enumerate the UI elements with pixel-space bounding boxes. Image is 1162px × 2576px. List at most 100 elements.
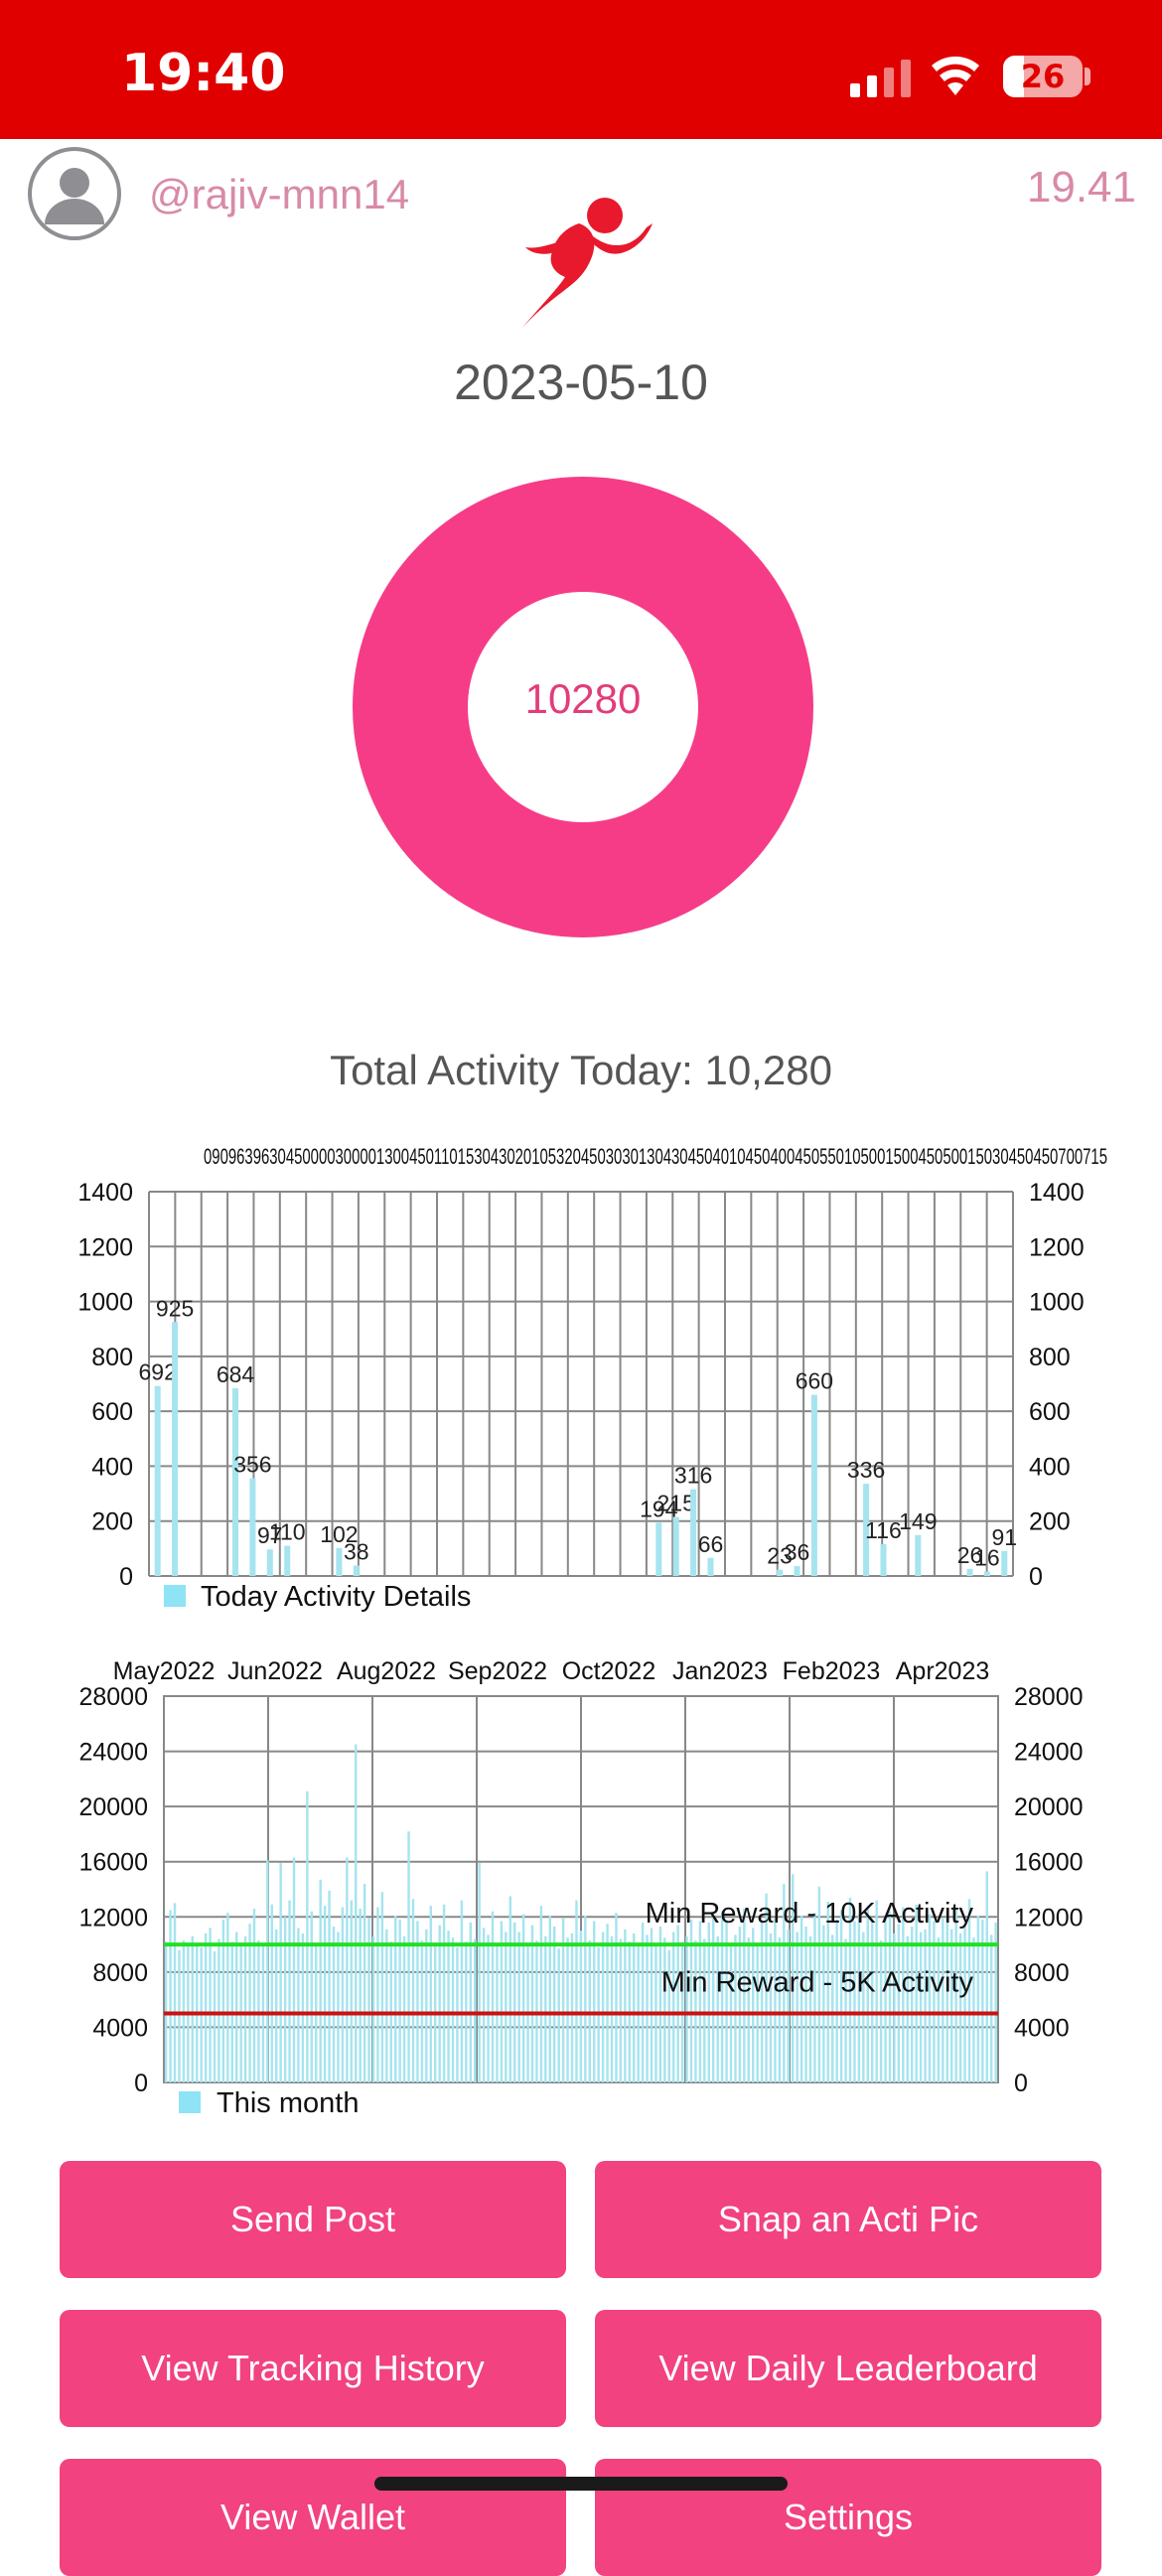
user-avatar-icon[interactable] [28,147,121,240]
month-chart-bar [641,1922,645,2082]
today-chart-bar [983,1571,990,1576]
month-chart-ytick-left: 24000 [78,1739,148,1767]
month-chart-bar [539,1906,543,2082]
month-chart-bar [734,1934,737,2082]
cellular-signal-icon [850,60,911,97]
month-chart-bar [796,1932,799,2082]
today-chart-bar [284,1545,291,1576]
month-chart-ytick-right: 28000 [1014,1683,1084,1711]
month-chart-bar [601,1932,605,2082]
today-chart-ytick-left: 1200 [77,1233,133,1261]
month-chart-bar [337,1932,340,2082]
snap-acti-pic-button[interactable]: Snap an Acti Pic [595,2161,1101,2278]
month-chart-bar [270,1904,273,2082]
month-chart-bar [332,1927,336,2082]
today-chart-bar [232,1387,238,1576]
month-chart-bar [557,1948,560,2082]
month-chart-bar [363,1883,366,2082]
month-chart-bar [933,1921,936,2082]
today-chart-bar-label: 26 [957,1542,983,1568]
today-chart-bar-label: 215 [657,1491,695,1516]
month-chart-bar [689,1920,693,2082]
today-chart-bar-label: 660 [796,1368,833,1394]
month-chart-bar [297,1928,300,2082]
month-chart-ytick-left: 12000 [78,1904,148,1932]
today-chart-bar-label: 38 [344,1538,369,1564]
month-chart-bar [491,1911,495,2082]
month-chart-bar [593,1921,596,2082]
battery-nub [1085,68,1090,85]
battery-icon: 26 [1003,56,1083,97]
month-chart-bar [218,1938,220,2082]
month-chart-bar [972,1937,975,2082]
send-post-button[interactable]: Send Post [60,2161,566,2278]
month-chart-bar [911,1927,914,2082]
month-chart-bar [407,1831,410,2082]
month-chart-bar [685,1935,688,2082]
month-chart-bar [579,1931,583,2082]
month-chart-xlabel: Sep2022 [448,1657,547,1685]
today-chart-bar [794,1566,800,1576]
username[interactable]: @rajiv-mnn14 [149,171,410,217]
today-chart-bar-label: 116 [865,1517,902,1543]
view-daily-leaderboard-button[interactable]: View Daily Leaderboard [595,2310,1101,2427]
month-chart-bar [945,1913,948,2082]
month-chart-bar [707,1922,710,2082]
month-chart-ytick-right: 4000 [1014,2014,1070,2042]
month-chart-bar [624,1929,627,2082]
month-chart-bar [769,1932,773,2082]
today-chart-bar-label: 91 [992,1524,1018,1550]
month-chart-bar [646,1934,649,2082]
month-chart-bar [323,1906,327,2082]
month-chart-bar [844,1938,847,2082]
today-chart-ytick-right: 800 [1029,1344,1071,1371]
today-chart-bar-label: 925 [156,1295,194,1321]
month-chart-bar [288,1900,291,2082]
today-chart-bar-label: 336 [847,1457,885,1483]
month-chart-ytick-right: 20000 [1014,1793,1084,1821]
month-chart-bar [310,1911,313,2082]
month-chart-bar [804,1927,807,2082]
month-chart-bar [460,1900,464,2082]
home-indicator[interactable] [374,2477,788,2491]
month-chart-bar [778,1937,782,2082]
month-chart-bar [451,1937,455,2082]
today-chart-top-labels: 0909639630450000300001300450110153043020… [204,1144,1107,1169]
today-chart-bar [266,1549,273,1576]
month-chart-bar [950,1929,953,2082]
month-chart-bar [937,1937,941,2082]
month-chart-bar [266,1860,269,2082]
month-chart-bar [857,1914,861,2082]
month-chart-bar [884,1918,887,2082]
today-chart-bar-label: 66 [698,1531,724,1557]
month-chart-bar [888,1911,892,2082]
month-chart-xlabel: Apr2023 [896,1657,990,1685]
month-chart-bar [535,1939,538,2082]
month-chart-bar [530,1925,534,2082]
today-chart-bar [915,1534,922,1576]
month-chart-bar [521,1914,525,2082]
month-chart-bar [416,1921,419,2082]
month-chart-xlabel: Aug2022 [337,1657,436,1685]
month-chart-legend: This month [217,2087,359,2119]
month-chart-reward-label: Min Reward - 5K Activity [661,1967,974,1999]
month-chart-bar [447,1931,450,2082]
month-chart-bar [350,1900,353,2082]
month-chart-bar [893,1932,896,2082]
month-chart-ytick-right: 16000 [1014,1849,1084,1877]
today-chart-ytick-right: 400 [1029,1453,1071,1481]
view-tracking-history-button[interactable]: View Tracking History [60,2310,566,2427]
month-chart-bar [738,1927,742,2082]
current-date: 2023-05-10 [454,355,708,410]
month-chart-bar [792,1874,795,2082]
month-chart-bar [204,1932,208,2082]
month-chart-bar [915,1904,918,2082]
month-chart-bar [252,1908,256,2082]
month-chart-bar [906,1935,909,2082]
month-chart-bar [380,1892,384,2082]
month-chart-bar [301,1932,305,2082]
month-chart-bar [438,1925,441,2082]
month-chart-bar [371,1935,375,2082]
month-chart-bar [544,1935,547,2082]
month-chart-bar [760,1922,764,2082]
